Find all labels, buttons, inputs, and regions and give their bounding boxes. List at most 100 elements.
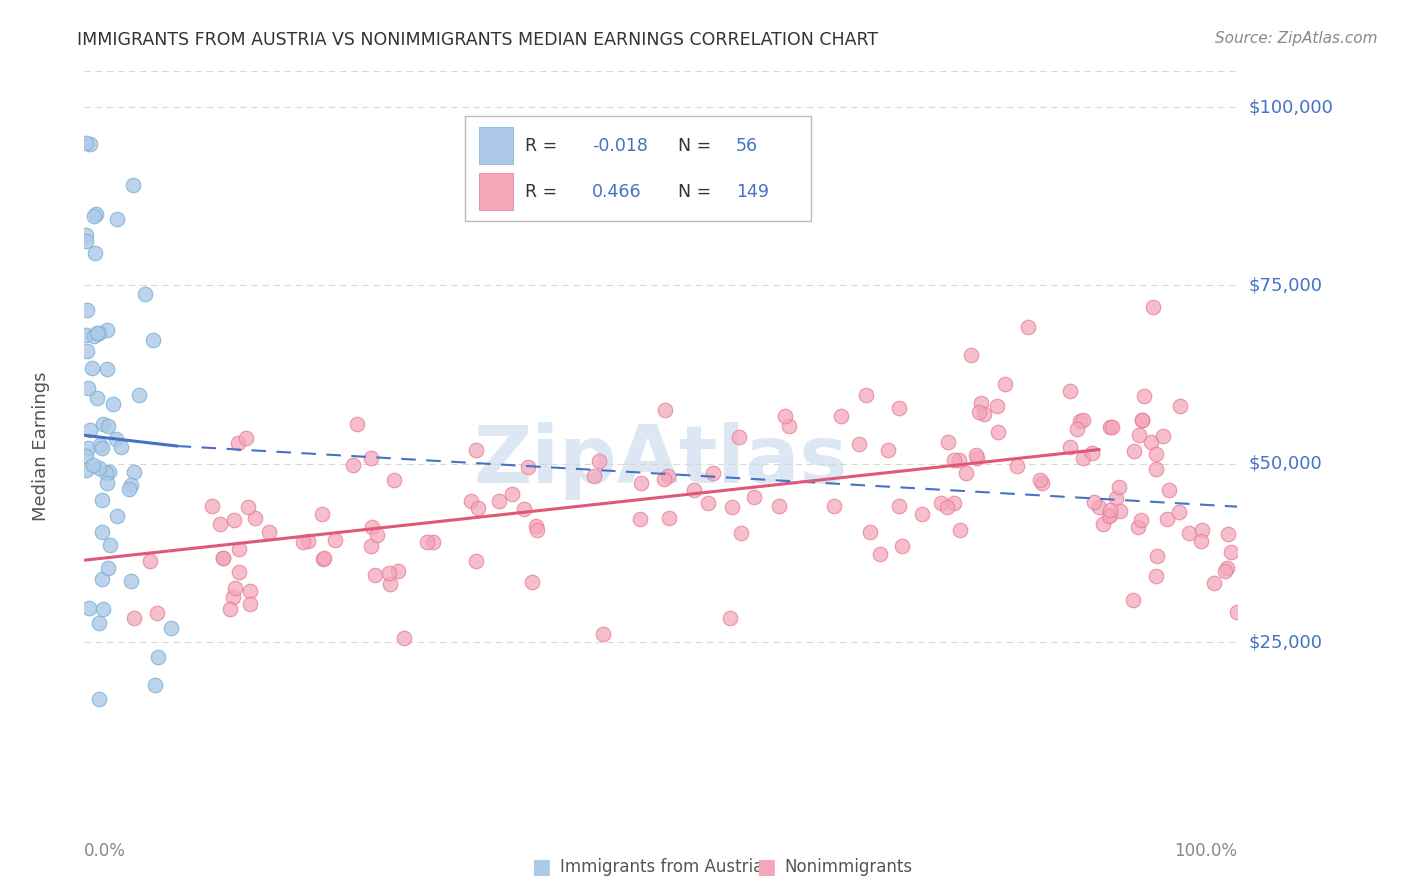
- Point: [955, 466, 977, 480]
- Point: [96, 362, 118, 376]
- Point: [75, 234, 97, 248]
- Text: 0.0%: 0.0%: [84, 842, 127, 860]
- Point: [222, 513, 245, 527]
- Point: [768, 500, 790, 514]
- Point: [104, 432, 127, 446]
- Text: ■: ■: [531, 857, 551, 877]
- Point: [120, 477, 142, 491]
- Point: [212, 551, 235, 566]
- Point: [1144, 447, 1167, 461]
- Point: [87, 460, 110, 475]
- Point: [93, 417, 115, 431]
- Point: [83, 329, 105, 343]
- Point: [382, 473, 405, 487]
- Text: Source: ZipAtlas.com: Source: ZipAtlas.com: [1215, 31, 1378, 46]
- Text: $75,000: $75,000: [1249, 277, 1323, 294]
- Point: [134, 287, 156, 301]
- Point: [1144, 568, 1167, 582]
- Point: [323, 533, 346, 548]
- Point: [949, 523, 972, 537]
- FancyBboxPatch shape: [465, 116, 811, 221]
- Point: [122, 465, 145, 479]
- Point: [1083, 494, 1105, 508]
- Point: [721, 500, 744, 514]
- Point: [1146, 549, 1168, 564]
- Text: 149: 149: [735, 183, 769, 201]
- Point: [658, 511, 681, 525]
- Point: [84, 207, 107, 221]
- Point: [364, 568, 387, 582]
- Point: [588, 454, 610, 468]
- Point: [209, 517, 232, 532]
- Point: [105, 211, 128, 226]
- Text: -0.018: -0.018: [592, 136, 648, 154]
- Point: [501, 487, 523, 501]
- Point: [75, 463, 97, 477]
- Point: [122, 178, 145, 192]
- Point: [75, 228, 97, 243]
- Point: [98, 538, 121, 552]
- Point: [966, 451, 988, 466]
- Point: [1098, 508, 1121, 523]
- Text: Median Earnings: Median Earnings: [31, 371, 49, 521]
- Point: [1081, 446, 1104, 460]
- Point: [773, 409, 796, 424]
- Point: [346, 417, 368, 431]
- Point: [630, 476, 652, 491]
- Point: [1108, 481, 1130, 495]
- Text: $25,000: $25,000: [1249, 633, 1323, 651]
- Point: [138, 554, 160, 568]
- Point: [823, 499, 845, 513]
- FancyBboxPatch shape: [478, 128, 513, 164]
- Point: [592, 627, 614, 641]
- Point: [86, 391, 108, 405]
- Point: [1005, 459, 1028, 474]
- Point: [83, 209, 105, 223]
- Point: [1218, 527, 1240, 541]
- Point: [526, 523, 548, 537]
- Point: [517, 460, 540, 475]
- Point: [1167, 505, 1189, 519]
- Point: [848, 437, 870, 451]
- Text: R =: R =: [524, 136, 557, 154]
- Point: [1098, 502, 1121, 516]
- Point: [91, 525, 114, 540]
- Text: $100,000: $100,000: [1249, 98, 1333, 116]
- Point: [970, 396, 993, 410]
- Point: [464, 554, 486, 568]
- Point: [1130, 512, 1153, 526]
- Point: [311, 508, 333, 522]
- Point: [90, 442, 112, 456]
- Text: 0.466: 0.466: [592, 183, 641, 201]
- Point: [1132, 388, 1154, 402]
- Point: [702, 466, 724, 480]
- Point: [93, 602, 115, 616]
- Point: [142, 333, 165, 347]
- Point: [855, 388, 877, 402]
- Point: [76, 441, 98, 455]
- Point: [83, 245, 105, 260]
- Point: [312, 552, 335, 566]
- Text: N =: N =: [678, 183, 711, 201]
- Point: [89, 692, 111, 706]
- Point: [97, 418, 120, 433]
- Point: [257, 524, 280, 539]
- Point: [526, 518, 548, 533]
- Point: [201, 499, 224, 513]
- Point: [1170, 400, 1192, 414]
- Point: [82, 361, 104, 376]
- Point: [1226, 606, 1249, 620]
- Point: [1098, 509, 1121, 524]
- Point: [75, 136, 97, 150]
- Point: [110, 441, 132, 455]
- Point: [973, 407, 995, 421]
- Point: [101, 396, 124, 410]
- Point: [120, 574, 142, 589]
- Text: IMMIGRANTS FROM AUSTRIA VS NONIMMIGRANTS MEDIAN EARNINGS CORRELATION CHART: IMMIGRANTS FROM AUSTRIA VS NONIMMIGRANTS…: [77, 31, 879, 49]
- Text: ZipAtlas: ZipAtlas: [474, 422, 848, 500]
- Point: [994, 377, 1017, 392]
- Point: [948, 452, 970, 467]
- Point: [378, 566, 401, 580]
- Point: [1128, 428, 1150, 442]
- Point: [291, 534, 314, 549]
